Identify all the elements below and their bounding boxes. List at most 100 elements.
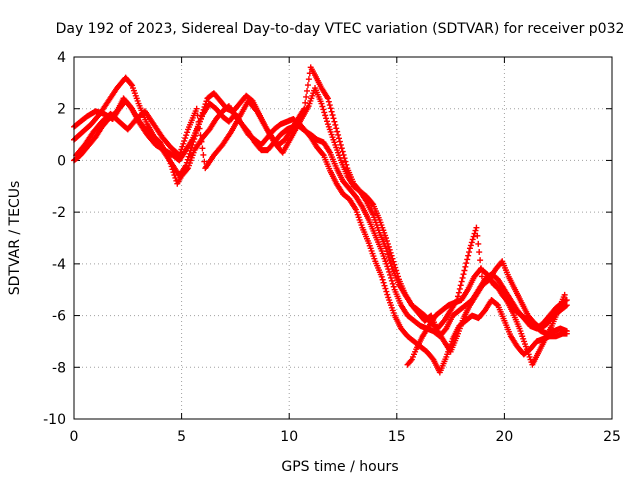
data-point bbox=[176, 152, 183, 159]
data-point bbox=[336, 135, 343, 142]
data-point bbox=[322, 112, 329, 119]
data-points bbox=[71, 64, 570, 376]
data-point bbox=[200, 106, 207, 113]
data-point bbox=[305, 76, 312, 83]
data-point bbox=[455, 289, 462, 296]
y-tick-labels: 4 2 0 -2 -4 -6 -8 -10 bbox=[43, 50, 66, 428]
data-point bbox=[194, 112, 201, 119]
data-point bbox=[318, 100, 325, 107]
x-axis-label: GPS time / hours bbox=[281, 459, 398, 475]
data-point bbox=[319, 151, 326, 158]
data-point bbox=[407, 357, 414, 364]
data-point bbox=[474, 232, 481, 239]
data-point bbox=[188, 144, 195, 151]
data-point bbox=[193, 130, 200, 137]
data-point bbox=[331, 118, 338, 125]
data-point bbox=[199, 145, 206, 152]
data-point bbox=[382, 285, 389, 292]
series-5 bbox=[404, 266, 568, 368]
data-point bbox=[197, 115, 204, 122]
data-point bbox=[183, 132, 190, 139]
data-point bbox=[466, 249, 473, 256]
data-point bbox=[391, 261, 398, 268]
data-point bbox=[333, 125, 340, 132]
data-point bbox=[383, 235, 390, 241]
data-point bbox=[328, 108, 335, 115]
y-tick-label: -10 bbox=[43, 412, 66, 428]
data-point bbox=[186, 150, 193, 157]
data-point bbox=[326, 102, 333, 109]
data-point bbox=[324, 118, 331, 125]
x-tick-label: 0 bbox=[70, 429, 79, 445]
data-point bbox=[388, 277, 395, 284]
data-point bbox=[319, 103, 326, 110]
data-point bbox=[562, 302, 569, 309]
data-point bbox=[389, 255, 396, 262]
data-point bbox=[381, 282, 388, 289]
data-point bbox=[184, 156, 191, 163]
data-point bbox=[179, 143, 186, 150]
data-point bbox=[384, 240, 391, 247]
data-point bbox=[200, 151, 207, 158]
data-point bbox=[189, 141, 196, 148]
data-point bbox=[460, 271, 467, 278]
data-point bbox=[462, 263, 469, 270]
data-point bbox=[192, 133, 199, 140]
data-point bbox=[184, 129, 191, 136]
data-point bbox=[383, 237, 390, 244]
data-point bbox=[477, 257, 484, 264]
data-point bbox=[334, 128, 341, 135]
data-point bbox=[390, 258, 397, 265]
y-tick-label: 0 bbox=[57, 153, 66, 169]
y-axis-label: SDTVAR / TECUs bbox=[7, 181, 23, 296]
data-point bbox=[183, 159, 190, 166]
y-tick-label: 4 bbox=[57, 50, 66, 66]
data-point bbox=[388, 252, 395, 259]
series-2 bbox=[71, 95, 570, 376]
data-point bbox=[178, 146, 185, 153]
data-point bbox=[380, 279, 387, 286]
data-point bbox=[336, 138, 343, 145]
grid-lines bbox=[74, 57, 612, 419]
data-point bbox=[193, 105, 200, 112]
data-point bbox=[459, 274, 466, 281]
x-tick-label: 25 bbox=[603, 429, 621, 445]
data-point bbox=[465, 252, 472, 259]
data-point bbox=[332, 121, 339, 128]
data-point bbox=[203, 98, 210, 105]
data-point bbox=[195, 118, 202, 125]
data-point bbox=[466, 245, 473, 252]
y-tick-label: 2 bbox=[57, 102, 66, 118]
data-point bbox=[470, 233, 477, 240]
x-tick-label: 5 bbox=[177, 429, 186, 445]
data-point bbox=[390, 283, 397, 290]
data-point bbox=[563, 328, 570, 335]
data-point bbox=[327, 105, 334, 112]
data-point bbox=[342, 158, 349, 165]
data-point bbox=[202, 101, 209, 108]
data-point bbox=[303, 93, 310, 100]
data-point bbox=[182, 135, 189, 142]
data-point bbox=[335, 131, 342, 138]
data-point bbox=[181, 137, 188, 144]
data-point bbox=[469, 236, 476, 243]
data-point bbox=[473, 224, 480, 231]
data-point bbox=[128, 81, 135, 88]
data-point bbox=[330, 115, 337, 122]
data-point bbox=[561, 291, 568, 298]
y-tick-label: -4 bbox=[52, 257, 66, 273]
data-point bbox=[201, 158, 208, 165]
y-tick-label: -2 bbox=[52, 205, 66, 221]
data-point bbox=[323, 115, 330, 122]
data-point bbox=[467, 242, 474, 249]
data-point bbox=[339, 148, 346, 155]
data-point bbox=[463, 260, 470, 267]
y-tick-label: -6 bbox=[52, 309, 66, 325]
data-point bbox=[302, 99, 309, 106]
data-point bbox=[387, 271, 394, 278]
data-point bbox=[563, 297, 570, 304]
data-point bbox=[320, 106, 327, 113]
data-point bbox=[324, 95, 331, 102]
data-point bbox=[394, 270, 401, 277]
